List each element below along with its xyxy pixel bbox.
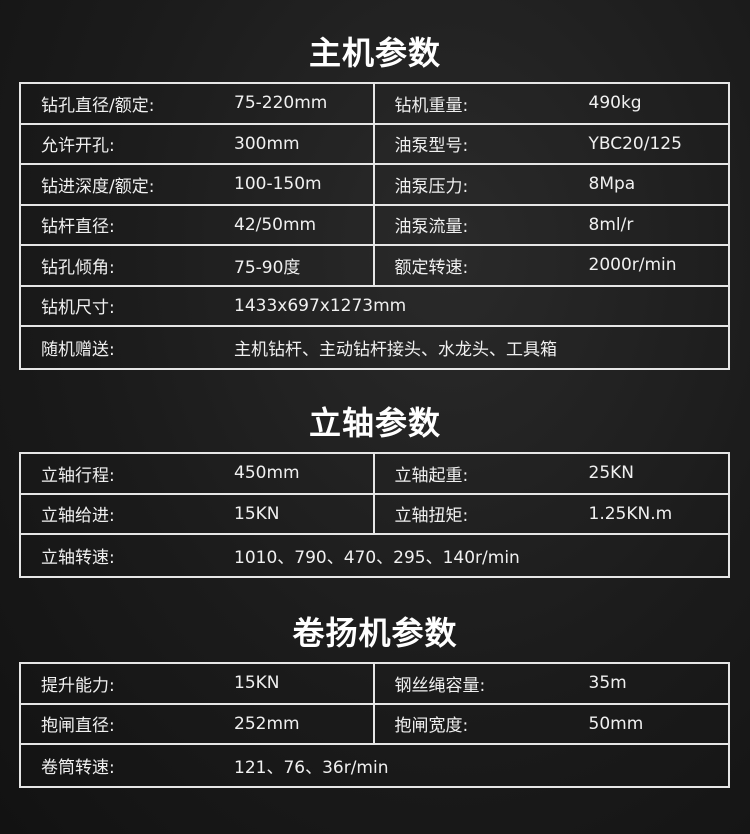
spec-value: 450mm bbox=[234, 463, 300, 484]
spec-label: 立轴给进: bbox=[41, 506, 115, 527]
spec-label: 卷筒转速: bbox=[41, 757, 115, 778]
spec-value: 1433x697x1273mm bbox=[234, 295, 407, 316]
table-cell: 立轴起重: 25KN bbox=[375, 454, 729, 493]
table-row: 钻孔直径/额定: 75-220mm 钻机重量: 490kg bbox=[21, 84, 728, 125]
spec-table: 立轴行程: 450mm 立轴起重: 25KN 立轴给进: 15KN 立轴扭矩: 1.25KN.… bbox=[19, 452, 730, 578]
spec-label: 钻进深度/额定: bbox=[41, 176, 155, 197]
table-cell: 油泵压力: 8Mpa bbox=[375, 165, 729, 204]
spec-value: 490kg bbox=[588, 93, 642, 114]
spec-value: 15KN bbox=[234, 503, 280, 524]
spec-label: 立轴起重: bbox=[394, 465, 469, 486]
spec-label: 钻孔倾角: bbox=[41, 257, 115, 278]
table-cell: 立轴扭矩: 1.25KN.m bbox=[375, 495, 729, 534]
table-cell: 允许开孔: 300mm bbox=[21, 124, 375, 163]
spec-value: 100-150m bbox=[234, 174, 322, 195]
spec-value: 42/50mm bbox=[234, 214, 317, 235]
spec-label: 立轴转速: bbox=[41, 547, 115, 568]
spec-value: 75-220mm bbox=[234, 93, 328, 114]
spec-value: 2000r/min bbox=[588, 255, 677, 276]
table-cell: 提升能力: 15KN bbox=[21, 664, 375, 703]
spec-value: 主机钻杆、主动钻杆接头、水龙头、工具箱 bbox=[234, 339, 557, 360]
spec-table: 提升能力: 15KN 钢丝绳容量: 35m 抱闸直径: 252mm 抱闸宽度: 50mm 卷筒转… bbox=[19, 662, 730, 788]
table-cell: 随机赠送: 主机钻杆、主动钻杆接头、水龙头、工具箱 bbox=[21, 327, 728, 368]
table-row: 立轴给进: 15KN 立轴扭矩: 1.25KN.m bbox=[21, 494, 729, 535]
table-cell: 立轴行程: 450mm bbox=[21, 454, 375, 493]
table-row: 抱闸直径: 252mm 抱闸宽度: 50mm bbox=[21, 704, 729, 745]
table-cell: 钻杆直径: 42/50mm bbox=[21, 205, 375, 244]
table-row: 提升能力: 15KN 钢丝绳容量: 35m bbox=[21, 664, 728, 705]
spec-value: YBC20/125 bbox=[588, 133, 682, 154]
table-row: 随机赠送: 主机钻杆、主动钻杆接头、水龙头、工具箱 bbox=[21, 327, 728, 368]
table-row: 钻孔倾角: 75-90度 额定转速: 2000r/min bbox=[21, 246, 728, 287]
table-row: 卷筒转速: 121、76、36r/min bbox=[21, 745, 728, 786]
spec-value: 1.25KN.m bbox=[588, 503, 673, 524]
table-cell: 立轴给进: 15KN bbox=[21, 494, 375, 533]
table-cell: 钻孔倾角: 75-90度 bbox=[21, 246, 375, 285]
spec-label: 立轴扭矩: bbox=[394, 506, 469, 527]
table-cell: 卷筒转速: 121、76、36r/min bbox=[21, 745, 728, 786]
section-title: 主机参数 bbox=[308, 34, 441, 72]
spec-value: 1010、790、470、295、140r/min bbox=[234, 547, 520, 568]
table-cell: 抱闸直径: 252mm bbox=[21, 704, 375, 743]
spec-value: 8ml/r bbox=[588, 214, 634, 235]
table-row: 钻杆直径: 42/50mm 油泵流量: 8ml/r bbox=[21, 205, 729, 246]
spec-label: 油泵压力: bbox=[394, 176, 469, 197]
spec-value: 8Mpa bbox=[588, 174, 636, 195]
table-cell: 立轴转速: 1010、790、470、295、140r/min bbox=[21, 535, 728, 576]
table-row: 立轴行程: 450mm 立轴起重: 25KN bbox=[21, 454, 728, 495]
spec-label: 提升能力: bbox=[41, 675, 115, 696]
table-row: 立轴转速: 1010、790、470、295、140r/min bbox=[21, 535, 728, 576]
spec-label: 额定转速: bbox=[394, 257, 469, 278]
spec-label: 钻机尺寸: bbox=[41, 298, 115, 319]
spec-value: 25KN bbox=[588, 463, 635, 484]
table-cell: 钻孔直径/额定: 75-220mm bbox=[21, 84, 375, 123]
spec-value: 75-90度 bbox=[234, 257, 301, 278]
spec-value: 15KN bbox=[234, 673, 280, 694]
spec-label: 立轴行程: bbox=[41, 465, 115, 486]
table-cell: 额定转速: 2000r/min bbox=[375, 246, 729, 285]
spec-label: 抱闸直径: bbox=[41, 716, 115, 737]
table-cell: 钻进深度/额定: 100-150m bbox=[21, 165, 375, 204]
table-cell: 钻机尺寸: 1433x697x1273mm bbox=[21, 287, 728, 326]
table-cell: 钢丝绳容量: 35m bbox=[375, 664, 729, 703]
table-cell: 油泵型号: YBC20/125 bbox=[375, 125, 729, 164]
table-row: 钻机尺寸: 1433x697x1273mm bbox=[21, 287, 728, 327]
spec-value: 252mm bbox=[234, 713, 300, 734]
spec-label: 油泵流量: bbox=[394, 217, 469, 238]
spec-label: 钻机重量: bbox=[394, 95, 469, 116]
spec-label: 油泵型号: bbox=[394, 136, 469, 157]
table-cell: 钻机重量: 490kg bbox=[375, 84, 729, 123]
table-cell: 抱闸宽度: 50mm bbox=[375, 705, 729, 744]
spec-label: 抱闸宽度: bbox=[394, 716, 469, 737]
spec-value: 300mm bbox=[234, 133, 300, 154]
spec-table: 钻孔直径/额定: 75-220mm 钻机重量: 490kg 允许开孔: 300mm 油泵型号… bbox=[19, 82, 730, 370]
spec-label: 钢丝绳容量: bbox=[394, 675, 486, 696]
spec-value: 121、76、36r/min bbox=[234, 757, 389, 778]
table-row: 钻进深度/额定: 100-150m 油泵压力: 8Mpa bbox=[21, 165, 728, 206]
section-title: 卷扬机参数 bbox=[292, 614, 458, 652]
section-title: 立轴参数 bbox=[308, 404, 441, 442]
spec-label: 钻杆直径: bbox=[41, 217, 115, 238]
spec-label: 随机赠送: bbox=[41, 339, 115, 360]
spec-value: 35m bbox=[588, 673, 627, 694]
table-cell: 油泵流量: 8ml/r bbox=[375, 206, 729, 245]
table-row: 允许开孔: 300mm 油泵型号: YBC20/125 bbox=[21, 124, 729, 165]
spec-value: 50mm bbox=[588, 713, 644, 734]
spec-label: 钻孔直径/额定: bbox=[41, 95, 155, 116]
spec-label: 允许开孔: bbox=[41, 136, 115, 157]
